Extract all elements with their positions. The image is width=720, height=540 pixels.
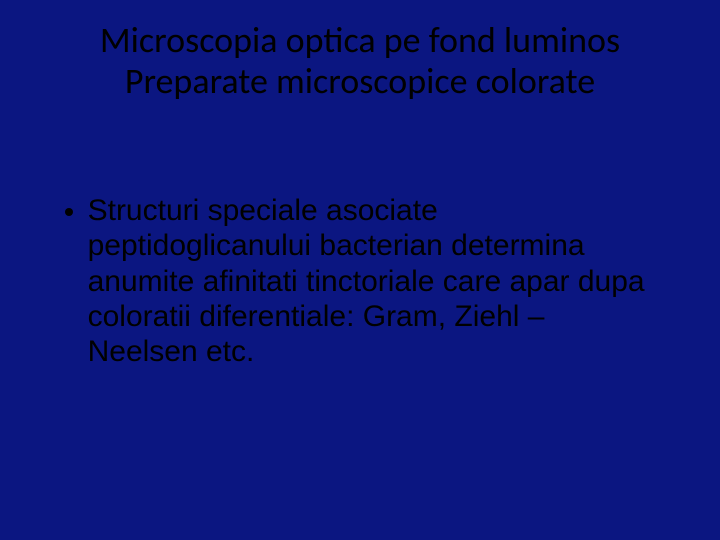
slide-body: Structuri speciale asociate peptidoglica… bbox=[60, 193, 660, 370]
bullet-text: Structuri speciale asociate peptidoglica… bbox=[88, 194, 645, 369]
slide: Microscopia optica pe fond luminos Prepa… bbox=[0, 0, 720, 540]
list-item: Structuri speciale asociate peptidoglica… bbox=[88, 193, 650, 370]
title-line-1: Microscopia optica pe fond luminos bbox=[100, 18, 620, 62]
slide-title: Microscopia optica pe fond luminos Prepa… bbox=[60, 20, 660, 103]
title-line-2: Preparate microscopice colorate bbox=[125, 59, 595, 103]
bullet-list: Structuri speciale asociate peptidoglica… bbox=[70, 193, 650, 370]
